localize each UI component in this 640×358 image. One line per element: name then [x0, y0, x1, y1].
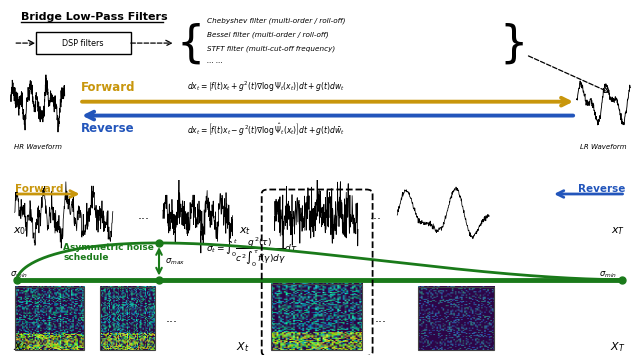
- Text: $X_t$: $X_t$: [236, 340, 250, 354]
- Text: $x_t$: $x_t$: [239, 225, 251, 237]
- Text: LR Waveform: LR Waveform: [580, 144, 627, 150]
- Text: STFT filter (multi-cut-off frequency): STFT filter (multi-cut-off frequency): [207, 45, 335, 52]
- Text: $\}$: $\}$: [499, 21, 524, 66]
- Text: Bessel filter (multi-order / roll-off): Bessel filter (multi-order / roll-off): [207, 32, 329, 38]
- FancyBboxPatch shape: [0, 175, 640, 358]
- Text: Asymmetric noise
schedule: Asymmetric noise schedule: [63, 243, 154, 262]
- Bar: [99, 287, 156, 350]
- Bar: [271, 284, 362, 350]
- Text: $\sigma_{min}$: $\sigma_{min}$: [10, 270, 28, 280]
- Text: $\{$: $\{$: [176, 21, 201, 66]
- Text: Reverse: Reverse: [578, 184, 625, 194]
- Text: Forward: Forward: [15, 184, 63, 194]
- Text: $dx_t = \left[f(t)x_t - g^2(t)\nabla \log \hat{\Psi}_t(x_t)\right]dt + g(t)d\bar: $dx_t = \left[f(t)x_t - g^2(t)\nabla \lo…: [187, 121, 345, 138]
- Text: $X_0$: $X_0$: [13, 340, 28, 354]
- Text: ...: ...: [374, 312, 386, 325]
- Text: $x_T$: $x_T$: [611, 225, 625, 237]
- Text: Chebyshev filter (multi-order / roll-off): Chebyshev filter (multi-order / roll-off…: [207, 18, 346, 24]
- Text: ...: ...: [138, 209, 150, 222]
- FancyBboxPatch shape: [0, 0, 640, 182]
- Text: Reverse: Reverse: [81, 122, 134, 135]
- Bar: [418, 287, 494, 350]
- Text: $\sigma_{max}$: $\sigma_{max}$: [165, 256, 186, 267]
- Text: ...: ...: [166, 312, 178, 325]
- Text: DSP filters: DSP filters: [62, 39, 104, 48]
- Text: Bridge Low-Pass Filters: Bridge Low-Pass Filters: [21, 13, 168, 23]
- Text: $X_T$: $X_T$: [610, 340, 625, 354]
- Text: ... ...: ... ...: [207, 58, 223, 64]
- Text: $\sigma_t = \int_0^t \dfrac{g^2(\tau)}{c^2\int_0^\tau f(\gamma)d\gamma} d\tau$: $\sigma_t = \int_0^t \dfrac{g^2(\tau)}{c…: [206, 236, 298, 269]
- FancyBboxPatch shape: [35, 32, 131, 54]
- Text: HR Waveform: HR Waveform: [14, 144, 62, 150]
- Text: $\sigma_{min}$: $\sigma_{min}$: [598, 270, 616, 280]
- Bar: [15, 287, 84, 350]
- Text: Forward: Forward: [81, 81, 135, 94]
- Text: ...: ...: [370, 209, 381, 222]
- Text: $x_0$: $x_0$: [13, 225, 27, 237]
- Text: $dx_t = \left[f(t)x_t + g^2(t)\nabla \log \Psi_t(x_t)\right]dt + g(t)dw_t$: $dx_t = \left[f(t)x_t + g^2(t)\nabla \lo…: [187, 80, 345, 94]
